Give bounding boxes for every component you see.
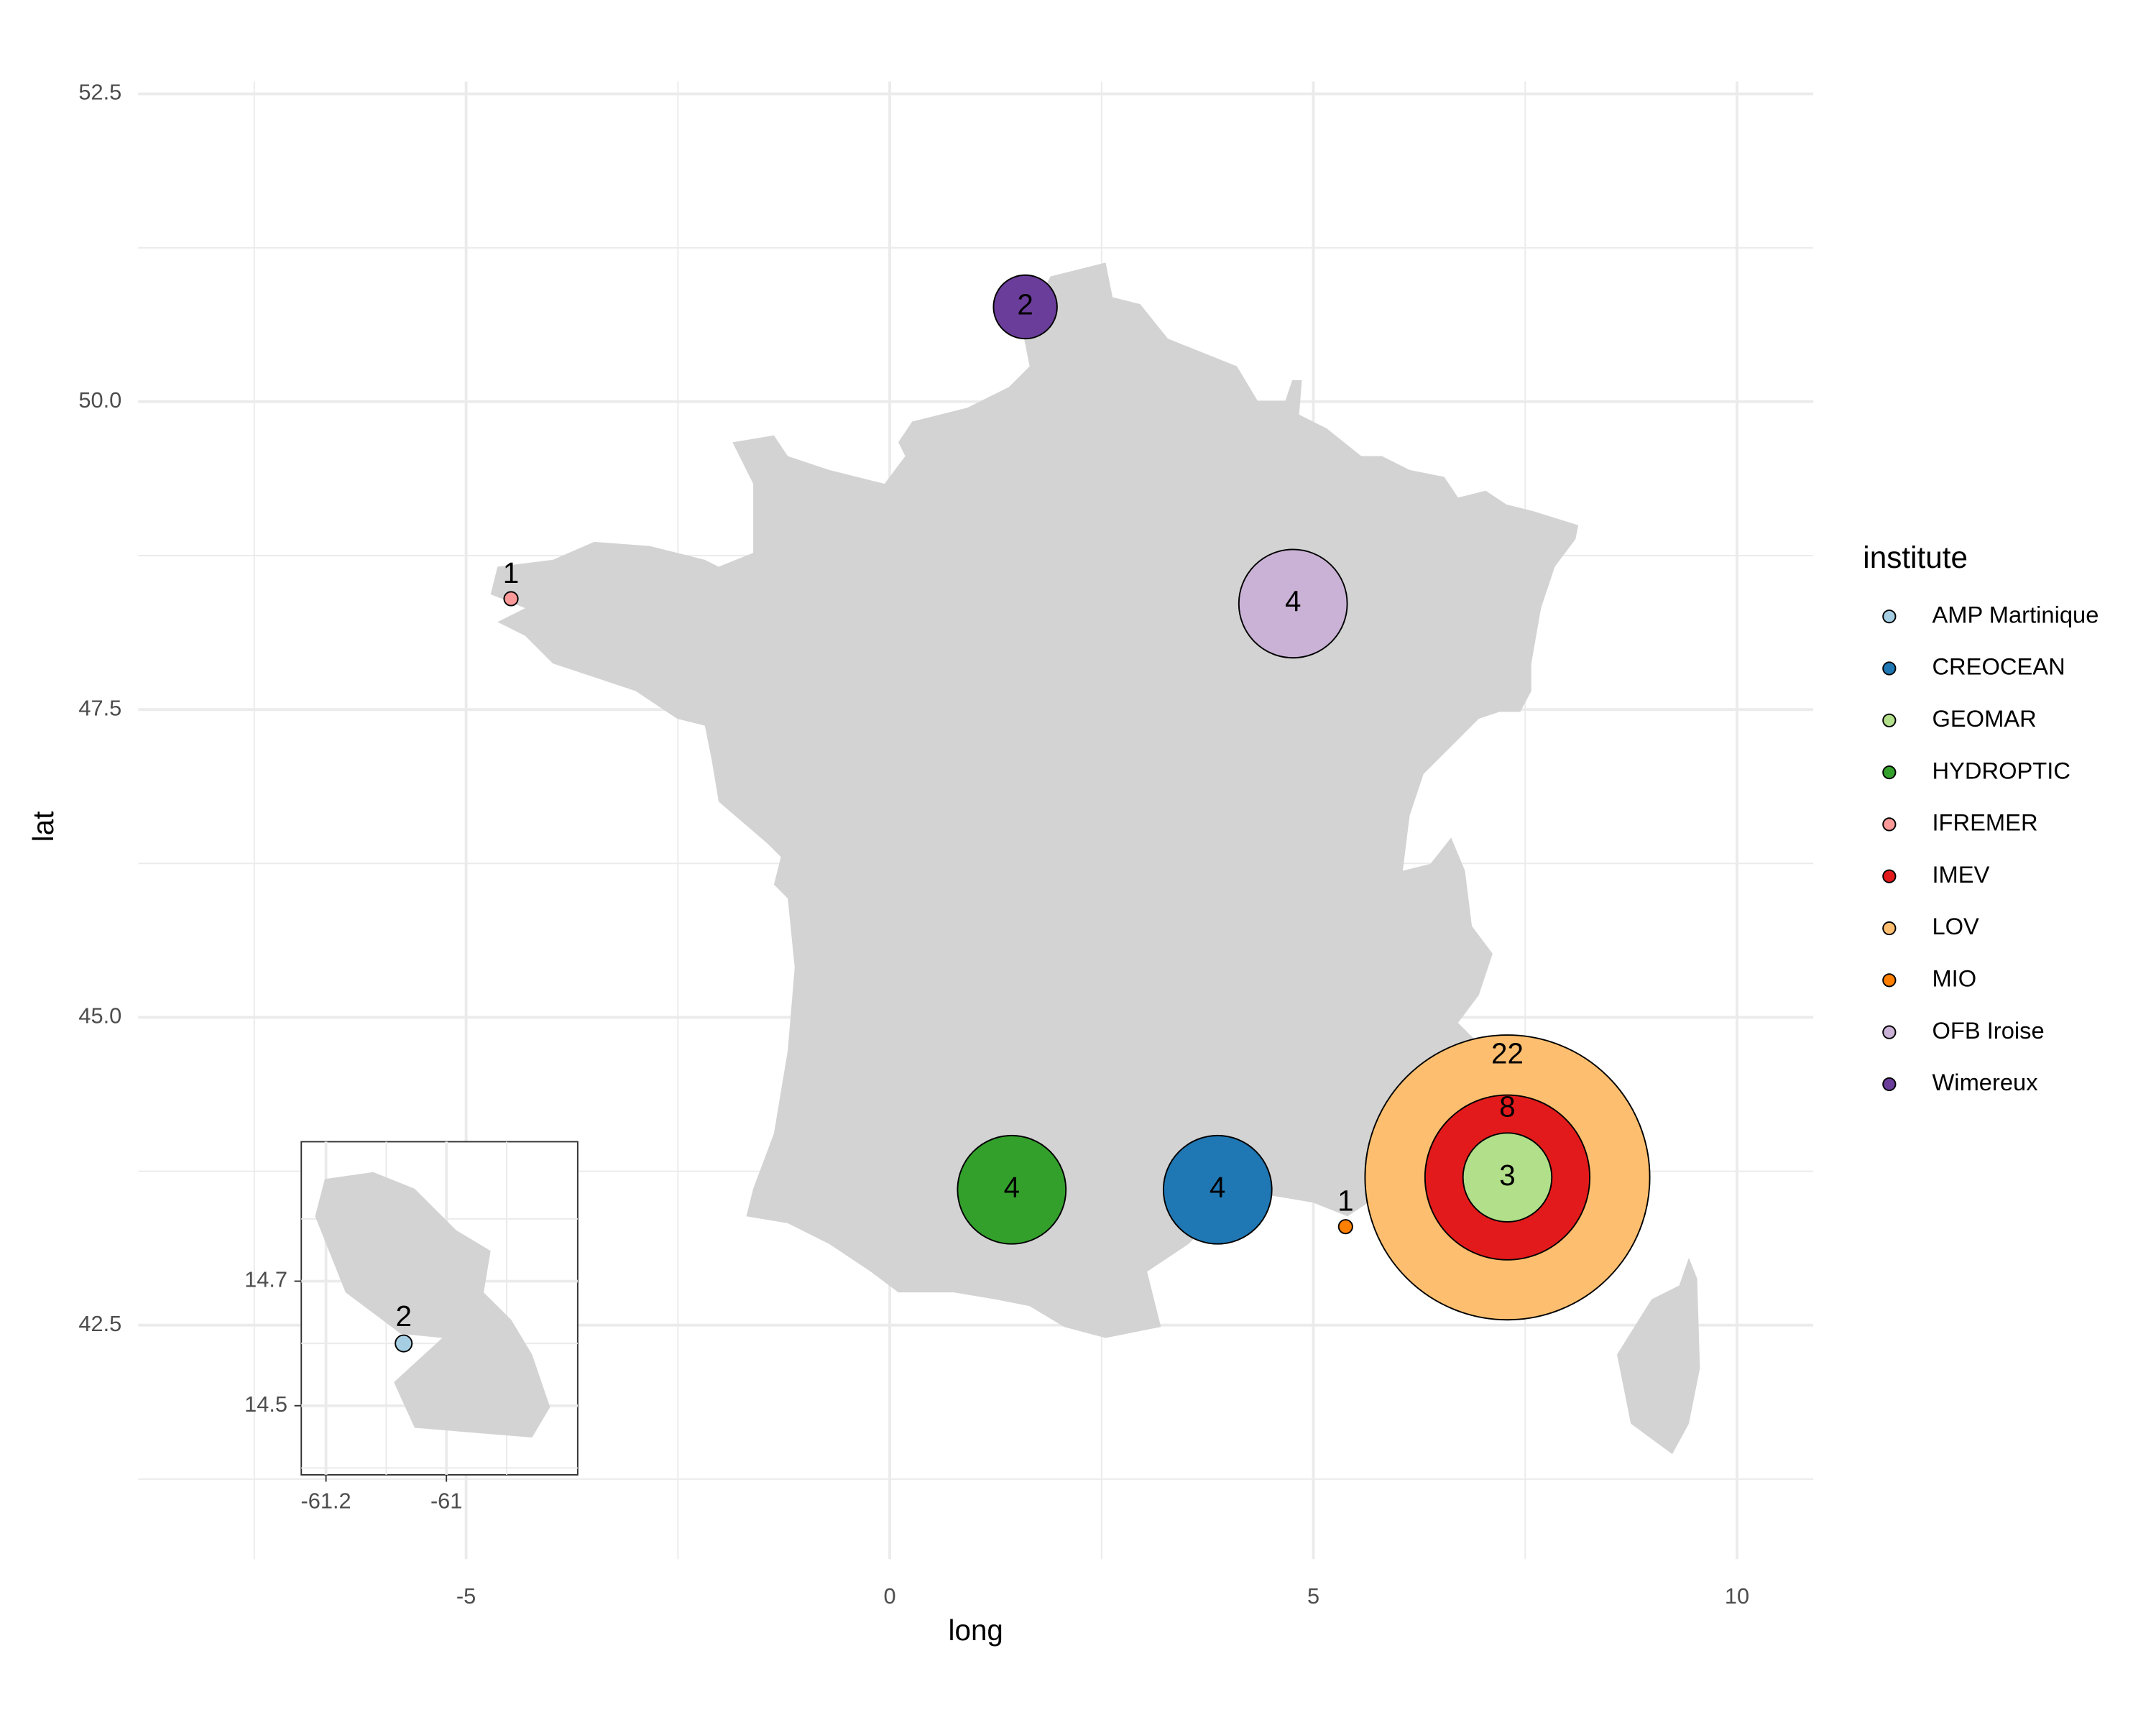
bubble <box>503 591 519 607</box>
legend-label: LOV <box>1932 913 1979 939</box>
x-tick-label: -61 <box>430 1489 462 1514</box>
data-label: 22 <box>1491 1037 1524 1070</box>
bubble <box>1162 1134 1273 1245</box>
x-tick-label: 5 <box>1307 1583 1319 1609</box>
bubble <box>957 1134 1067 1245</box>
legend-label: Wimereux <box>1932 1069 2037 1095</box>
data-label: 3 <box>1499 1159 1515 1192</box>
legend-label: CREOCEAN <box>1932 653 2065 680</box>
legend-key <box>1882 1025 1897 1039</box>
y-tick-label: 50.0 <box>78 387 121 413</box>
y-tick-label: 14.5 <box>244 1392 287 1417</box>
legend-title: institute <box>1863 540 1968 574</box>
legend-label: OFB Iroise <box>1932 1017 2044 1044</box>
legend-key <box>1882 817 1897 832</box>
data-label: 4 <box>1210 1171 1225 1204</box>
y-tick-label: 42.5 <box>78 1311 121 1336</box>
bubble <box>992 274 1058 340</box>
y-tick-label: 14.7 <box>244 1267 287 1292</box>
legend-key <box>1882 921 1897 936</box>
legend-key <box>1882 661 1897 676</box>
legend-label: HYDROPTIC <box>1932 757 2070 783</box>
legend-label: MIO <box>1932 965 1976 991</box>
x-axis-title: long <box>949 1614 1003 1647</box>
bubble <box>1238 548 1348 659</box>
legend-key <box>1882 713 1897 727</box>
martinique-land <box>315 1172 550 1438</box>
bubble <box>395 1334 413 1353</box>
legend-label: IFREMER <box>1932 809 2037 836</box>
x-tick-label: 0 <box>883 1583 895 1609</box>
y-tick-label: 47.5 <box>78 695 121 720</box>
legend-key <box>1882 1077 1897 1092</box>
legend-key <box>1882 869 1897 883</box>
legend-label: AMP Martinique <box>1932 601 2099 627</box>
bubble <box>1337 1219 1353 1235</box>
legend-label: IMEV <box>1932 861 1989 888</box>
data-label: 2 <box>1017 288 1033 321</box>
data-label: 8 <box>1499 1090 1515 1123</box>
data-label: 2 <box>395 1300 411 1333</box>
y-tick-label: 45.0 <box>78 1003 121 1029</box>
data-label: 4 <box>1004 1171 1020 1204</box>
france-land <box>490 262 1700 1455</box>
data-label: 1 <box>503 556 519 589</box>
y-axis-title: lat <box>27 811 60 842</box>
y-tick-label: 52.5 <box>78 80 121 105</box>
legend-label: GEOMAR <box>1932 705 2036 732</box>
x-tick-label: 10 <box>1725 1583 1749 1609</box>
x-tick-label: -5 <box>456 1583 476 1609</box>
data-label: 4 <box>1285 585 1301 618</box>
data-label: 1 <box>1337 1184 1353 1218</box>
x-tick-label: -61.2 <box>301 1489 351 1514</box>
bubble <box>1462 1132 1553 1223</box>
legend-key <box>1882 610 1897 624</box>
legend-key <box>1882 765 1897 780</box>
legend-key <box>1882 973 1897 988</box>
